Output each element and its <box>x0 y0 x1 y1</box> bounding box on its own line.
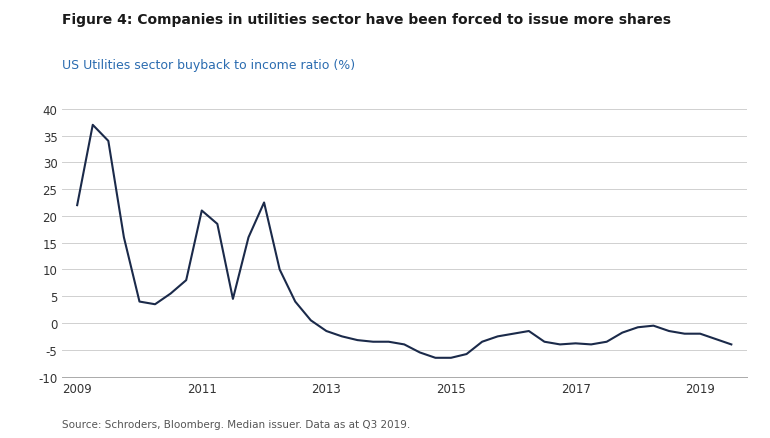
Text: Figure 4: Companies in utilities sector have been forced to issue more shares: Figure 4: Companies in utilities sector … <box>62 13 671 27</box>
Text: US Utilities sector buyback to income ratio (%): US Utilities sector buyback to income ra… <box>62 59 355 72</box>
Text: Source: Schroders, Bloomberg. Median issuer. Data as at Q3 2019.: Source: Schroders, Bloomberg. Median iss… <box>62 419 410 429</box>
